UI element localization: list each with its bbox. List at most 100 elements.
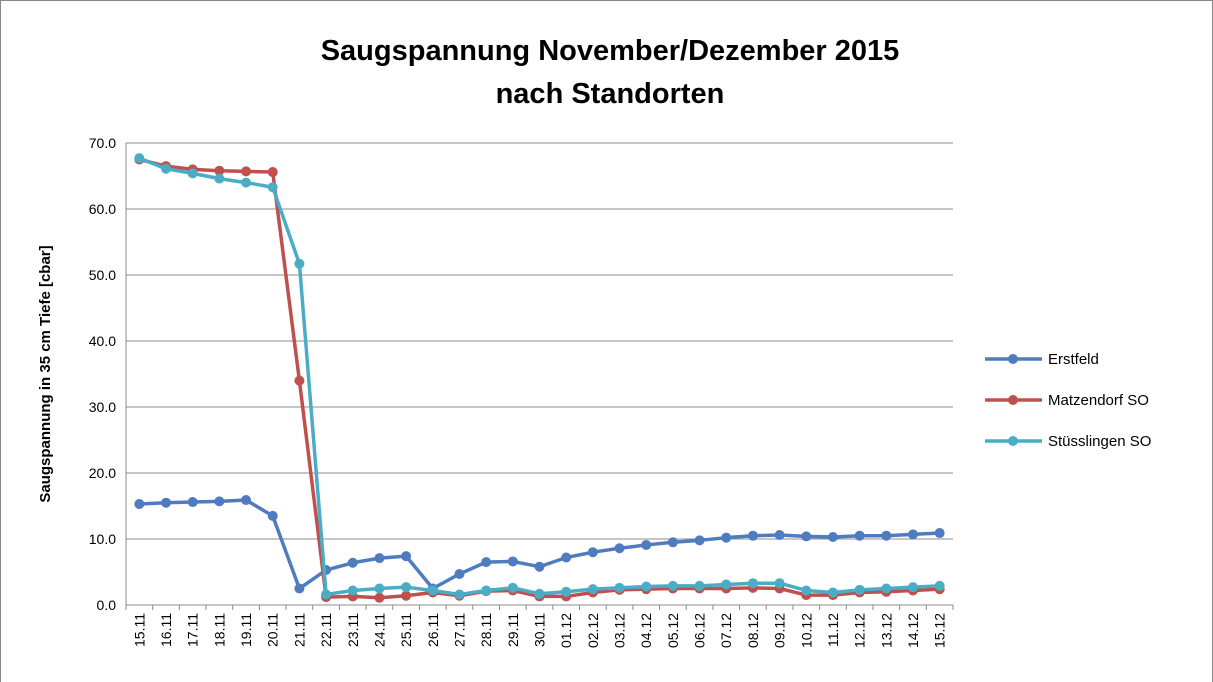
x-tick-label: 09.12 (772, 613, 788, 648)
data-point (747, 578, 758, 589)
data-point (534, 588, 545, 599)
x-tick-label: 11.12 (825, 613, 841, 647)
x-tick-label: 21.11 (291, 613, 307, 647)
data-point (667, 580, 678, 591)
data-point (774, 578, 785, 589)
x-tick-label: 02.12 (585, 613, 601, 648)
x-tick-label: 08.12 (745, 613, 761, 648)
data-point (641, 581, 652, 592)
data-point (801, 585, 812, 596)
data-point (374, 553, 385, 564)
data-point (721, 579, 732, 590)
data-point (401, 582, 412, 593)
data-point (854, 584, 865, 595)
x-tick-label: 17.11 (185, 613, 201, 647)
data-point (161, 163, 172, 174)
data-point (881, 530, 892, 541)
x-tick-label: 26.11 (425, 613, 441, 647)
legend-label: Stüsslingen SO (1048, 433, 1151, 450)
data-point (694, 580, 705, 591)
x-tick-label: 19.11 (238, 613, 254, 647)
data-point (454, 589, 465, 600)
x-tick-label: 28.11 (478, 613, 494, 647)
x-tick-label: 23.11 (345, 613, 361, 647)
x-tick-label: 25.11 (398, 613, 414, 647)
data-point (241, 495, 252, 506)
x-tick-label: 27.11 (451, 613, 467, 647)
data-point (347, 557, 358, 568)
data-point (347, 585, 358, 596)
data-point (507, 556, 518, 567)
x-tick-label: 10.12 (798, 613, 814, 648)
x-tick-label: 18.11 (211, 613, 227, 647)
y-tick-label: 70.0 (89, 135, 116, 151)
x-tick-label: 13.12 (878, 613, 894, 648)
data-point (801, 531, 812, 542)
x-tick-label: 22.11 (318, 613, 334, 647)
x-tick-label: 14.12 (905, 613, 921, 648)
data-point (427, 585, 438, 596)
data-point (774, 530, 785, 541)
data-point (854, 530, 865, 541)
data-point (267, 182, 278, 193)
data-point (214, 496, 225, 507)
data-point (374, 583, 385, 594)
chart-title: Saugspannung November/Dezember 2015 (321, 35, 900, 67)
x-tick-label: 30.11 (532, 613, 548, 647)
data-point (667, 537, 678, 548)
y-tick-label: 40.0 (89, 333, 116, 349)
legend-label: Matzendorf SO (1048, 392, 1149, 409)
legend-label: Erstfeld (1048, 351, 1099, 368)
y-axis-label: Saugspannung in 35 cm Tiefe [cbar] (37, 245, 54, 502)
y-tick-label: 60.0 (89, 201, 116, 217)
x-tick-label: 04.12 (638, 613, 654, 648)
data-point (401, 551, 412, 562)
data-point (587, 584, 598, 595)
data-point (401, 590, 412, 601)
data-point (241, 177, 252, 188)
data-point (134, 153, 145, 164)
data-point (507, 582, 518, 593)
data-point (481, 585, 492, 596)
data-point (187, 168, 198, 179)
data-point (614, 543, 625, 554)
x-tick-label: 15.12 (932, 613, 948, 648)
data-point (294, 583, 305, 594)
data-point (187, 497, 198, 508)
data-point (614, 582, 625, 593)
data-point (587, 547, 598, 558)
x-tick-label: 01.12 (558, 613, 574, 648)
data-point (454, 568, 465, 579)
data-point (241, 166, 252, 177)
y-tick-label: 50.0 (89, 267, 116, 283)
data-point (294, 375, 305, 386)
y-tick-label: 20.0 (89, 465, 116, 481)
data-point (747, 530, 758, 541)
legend-marker (1008, 436, 1018, 446)
x-tick-label: 15.11 (131, 613, 147, 647)
data-point (161, 497, 172, 508)
data-point (907, 529, 918, 540)
data-point (481, 557, 492, 568)
data-point (134, 499, 145, 510)
x-tick-label: 05.12 (665, 613, 681, 648)
x-tick-label: 16.11 (158, 613, 174, 647)
data-point (214, 165, 225, 176)
data-point (694, 535, 705, 546)
y-tick-label: 10.0 (89, 531, 116, 547)
data-point (934, 580, 945, 591)
data-point (267, 510, 278, 521)
x-tick-label: 07.12 (718, 613, 734, 648)
x-tick-label: 12.12 (852, 613, 868, 648)
data-point (827, 587, 838, 598)
data-point (827, 532, 838, 543)
data-point (561, 586, 572, 597)
data-point (907, 582, 918, 593)
data-point (721, 532, 732, 543)
y-tick-label: 0.0 (97, 597, 117, 613)
data-point (934, 528, 945, 539)
chart-title: nach Standorten (496, 78, 725, 110)
x-tick-label: 03.12 (612, 613, 628, 648)
x-tick-label: 29.11 (505, 613, 521, 647)
x-tick-label: 06.12 (692, 613, 708, 648)
